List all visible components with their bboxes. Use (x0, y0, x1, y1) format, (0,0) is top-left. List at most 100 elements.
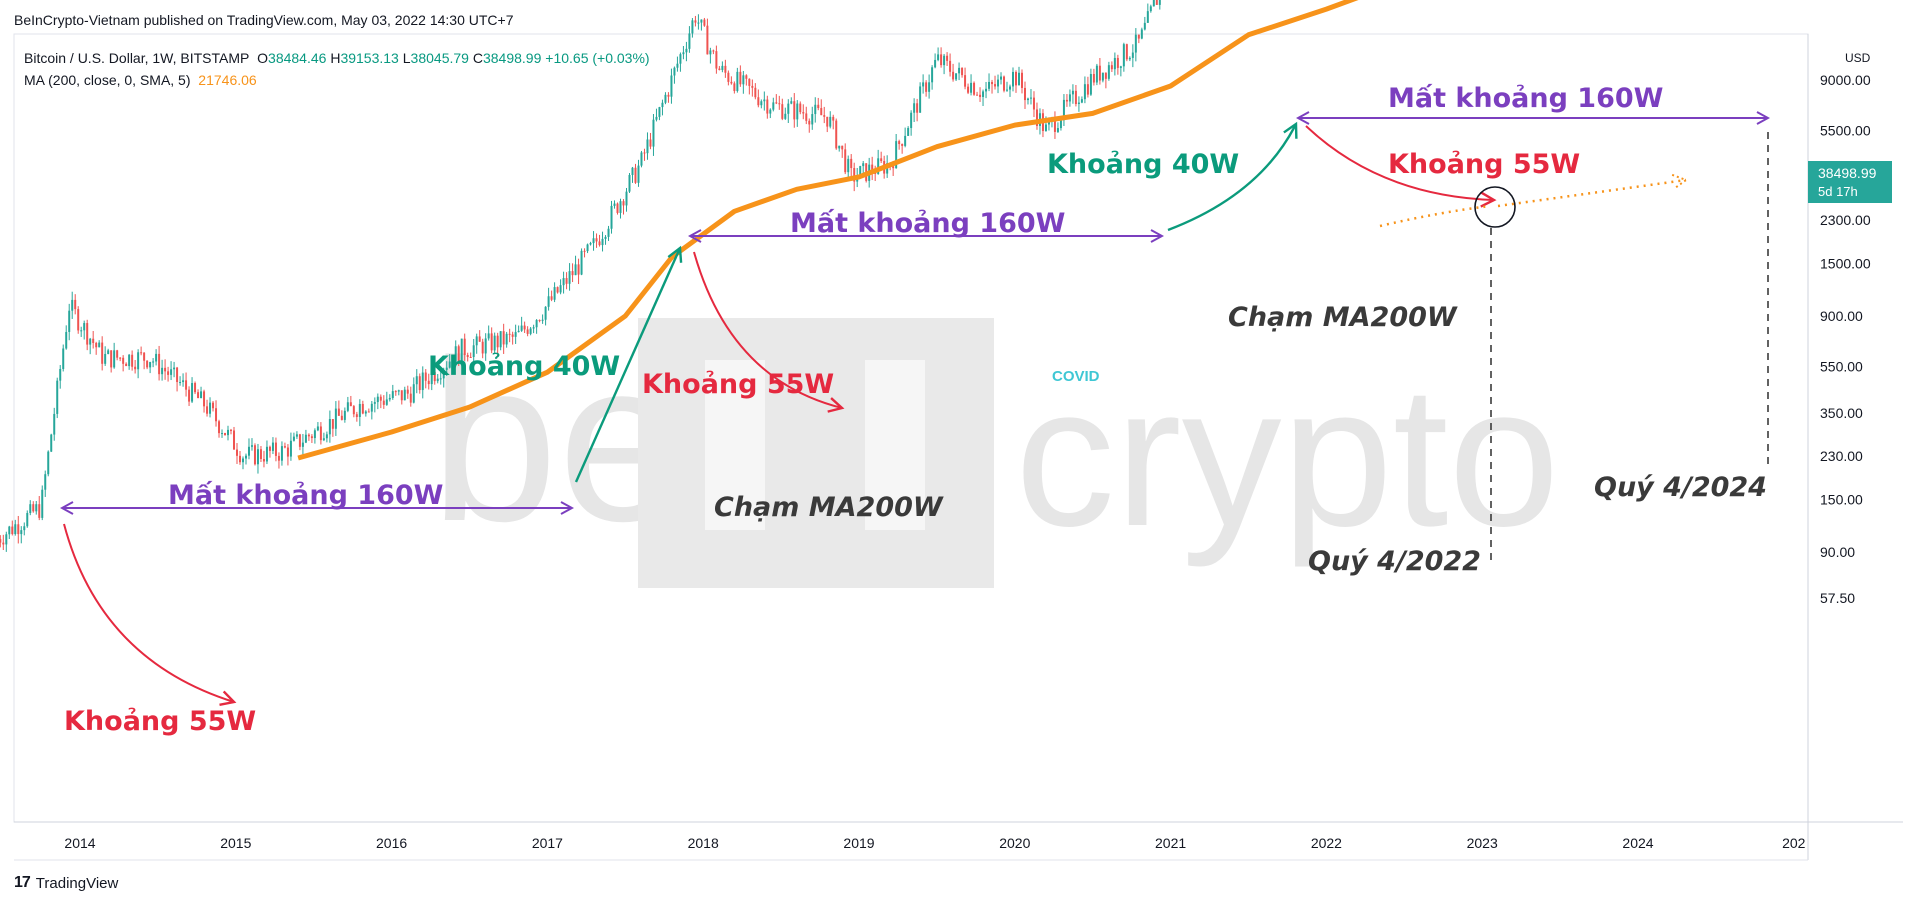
candle-body (778, 103, 781, 105)
candle-body (35, 504, 38, 512)
candle-body (427, 380, 430, 385)
label-fall-3: Khoảng 55W (1388, 149, 1580, 180)
candle-body (841, 145, 844, 150)
candle-body (481, 341, 484, 354)
label-touch-ma-2: Chạm MA200W (1228, 302, 1458, 333)
candle-body (430, 371, 433, 385)
candle-body (805, 113, 808, 121)
candle-body (769, 109, 772, 114)
candle-body (271, 442, 274, 451)
candle-body (131, 354, 134, 367)
symbol-legend[interactable]: Bitcoin / U.S. Dollar, 1W, BITSTAMP O384… (24, 50, 650, 66)
candle-body (47, 451, 50, 475)
candle-body (631, 167, 634, 176)
candle-body (502, 331, 505, 345)
candle-body (619, 201, 622, 213)
candle-body (712, 50, 715, 52)
candle-body (1080, 99, 1083, 103)
candle-body (89, 338, 92, 345)
candle-body (107, 350, 110, 354)
candle-body (1110, 65, 1113, 70)
candle-body (877, 158, 880, 174)
candle-body (1158, 0, 1161, 5)
candle-body (721, 65, 724, 70)
candle-body (922, 82, 925, 87)
candle-body (1146, 11, 1149, 23)
candle-body (215, 408, 218, 422)
label-covid: COVID (1052, 368, 1100, 385)
candle-body (715, 51, 718, 69)
candle-body (916, 103, 919, 113)
candle-body (116, 350, 119, 358)
candle-body (874, 172, 877, 174)
candle-body (757, 97, 760, 106)
y-tick-label: 350.00 (1820, 405, 1863, 421)
x-tick-label: 2017 (532, 835, 563, 851)
price-axis[interactable]: 9000.005500.003500.002300.001500.00900.0… (1820, 72, 1871, 606)
candle-body (1017, 72, 1020, 86)
candle-body (727, 72, 730, 82)
candle-body (128, 354, 131, 367)
time-axis[interactable]: 2014 2015 2016 2017 2018 2019 2020 2021 2022 2023… (64, 835, 1805, 851)
candle-body (610, 205, 613, 229)
candle-body (1152, 0, 1155, 7)
candle-body (1101, 72, 1104, 81)
y-tick-label: 150.00 (1820, 492, 1863, 508)
candle-body (562, 278, 565, 286)
tradingview-brand: TradingView (35, 874, 119, 892)
candle-body (925, 82, 928, 92)
red-curve-2 (693, 251, 845, 413)
candle-body (2, 542, 5, 545)
candle-body (277, 455, 280, 461)
close-value: 38498.99 (482, 50, 542, 66)
label-range-2: Mất khoảng 160W (790, 208, 1065, 239)
candle-body (331, 419, 334, 429)
candle-body (218, 421, 221, 434)
candle-body (643, 152, 646, 154)
candle-body (26, 512, 29, 527)
candle-body (373, 402, 376, 404)
candle-body (553, 287, 556, 300)
ma-legend[interactable]: MA (200, close, 0, SMA, 5) 21746.06 (24, 72, 257, 88)
candle-body (499, 331, 502, 348)
candle-body (1056, 128, 1059, 132)
candle-body (703, 19, 706, 26)
candle-body (652, 119, 655, 147)
candle-body (1155, 0, 1158, 5)
candle-body (958, 67, 961, 74)
candle-body (781, 104, 784, 119)
candle-body (628, 175, 631, 192)
candle-body (811, 114, 814, 125)
candle-body (490, 333, 493, 351)
candle-body (227, 429, 230, 436)
candle-body (1071, 90, 1074, 95)
candle-body (442, 369, 445, 379)
x-tick-label: 2021 (1155, 835, 1186, 851)
candle-body (670, 75, 673, 97)
candle-body (754, 87, 757, 98)
candle-body (394, 391, 397, 393)
candle-body (268, 446, 271, 451)
candle-body (514, 332, 517, 337)
footer[interactable]: 17 TradingView (14, 874, 118, 892)
candle-body (367, 411, 370, 413)
candle-body (382, 400, 385, 405)
candle-body (775, 102, 778, 104)
x-tick-label: 2014 (64, 835, 95, 851)
candle-body (17, 524, 20, 535)
ma200-layer (297, 0, 1359, 461)
candle-body (352, 406, 355, 415)
candle-body (529, 328, 532, 334)
candle-body (32, 504, 35, 512)
candle-body (1089, 74, 1092, 95)
candle-body (508, 333, 511, 335)
candle-body (637, 165, 640, 183)
candle-body (122, 357, 125, 364)
candle-body (910, 112, 913, 129)
candle-body (463, 338, 466, 356)
candle-body (143, 352, 146, 361)
candle-body (343, 410, 346, 420)
candle-body (607, 228, 610, 237)
candle-body (295, 434, 298, 437)
